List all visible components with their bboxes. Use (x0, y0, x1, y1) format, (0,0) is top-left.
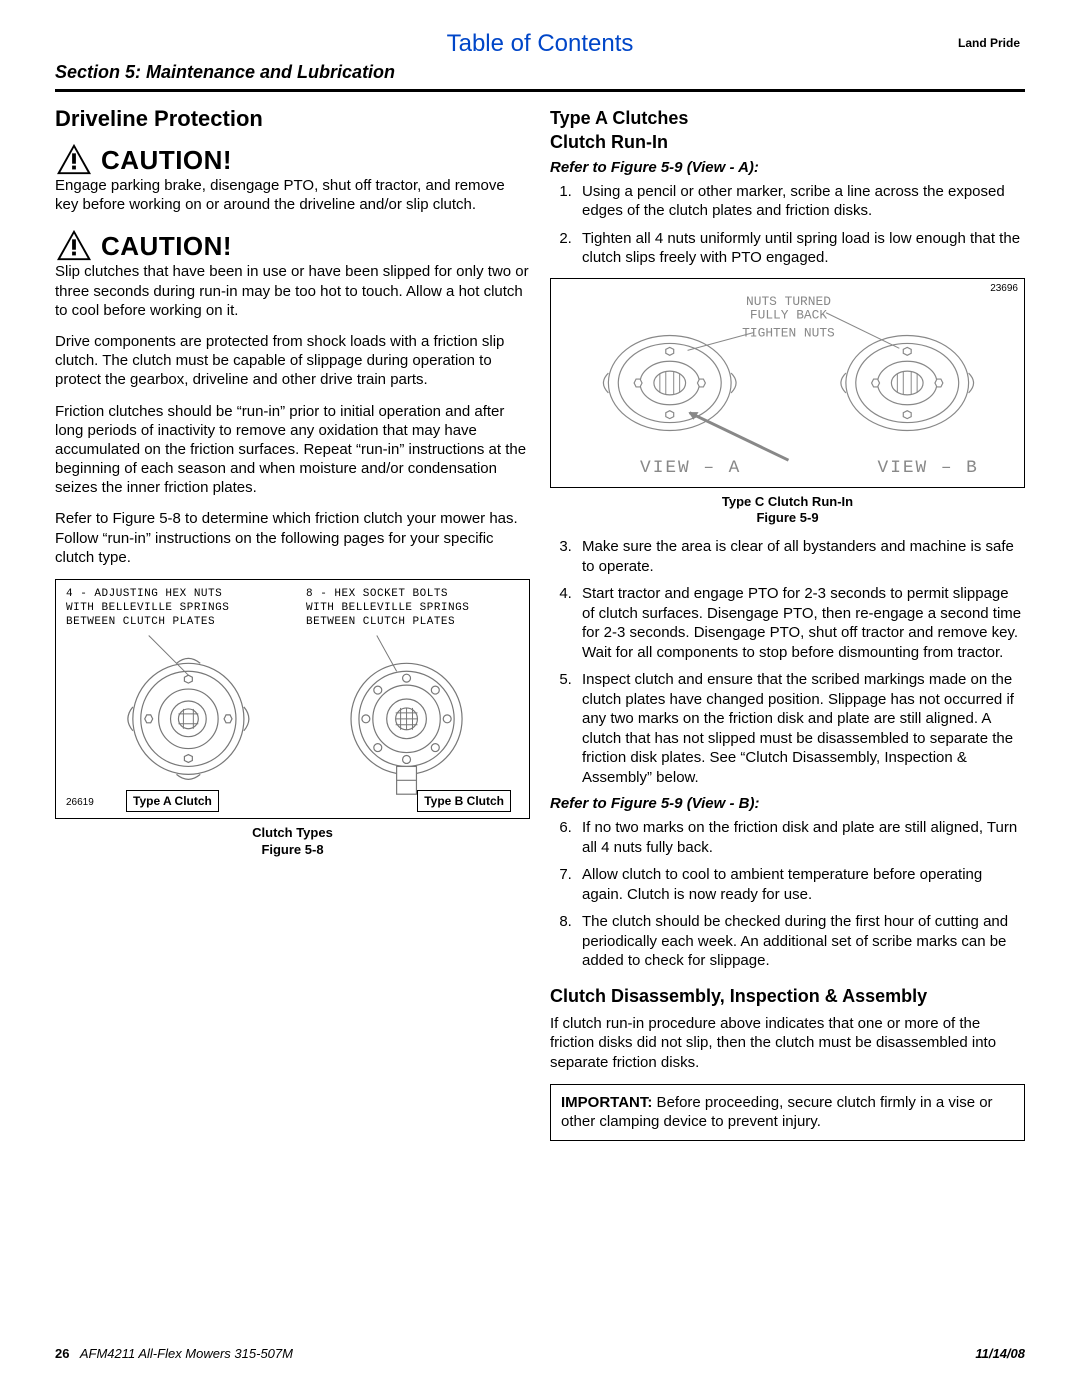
fig58-note-right: 8 - HEX SOCKET BOLTS WITH BELLEVILLE SPR… (306, 588, 469, 629)
two-column-layout: Driveline Protection CAUTION! Engage par… (55, 106, 1025, 1141)
para-disassembly: If clutch run-in procedure above indicat… (550, 1014, 1025, 1072)
header-rule (55, 89, 1025, 92)
fig59-caption-l1: Type C Clutch Run-In (722, 494, 853, 509)
caution-label: CAUTION! (101, 231, 232, 262)
fig59-annot1-l1: NUTS TURNED (746, 293, 831, 308)
caution-1-header: CAUTION! (55, 142, 530, 176)
fig59-diagram: NUTS TURNED FULLY BACK TIGHTEN NUTS (551, 279, 1024, 487)
page-footer: 26 AFM4211 All-Flex Mowers 315-507M 11/1… (55, 1346, 1025, 1361)
caution-1-text: Engage parking brake, disengage PTO, shu… (55, 176, 530, 214)
toc-link[interactable]: Table of Contents (55, 30, 1025, 58)
step-6: If no two marks on the friction disk and… (576, 818, 1025, 857)
fig58-note-left: 4 - ADJUSTING HEX NUTS WITH BELLEVILLE S… (66, 588, 229, 629)
steps-list-c: If no two marks on the friction disk and… (550, 818, 1025, 971)
clutch-runin-heading: Clutch Run-In (550, 130, 1025, 154)
driveline-heading: Driveline Protection (55, 106, 530, 132)
step-4: Start tractor and engage PTO for 2-3 sec… (576, 584, 1025, 662)
refer-view-a: Refer to Figure 5-9 (View - A): (550, 159, 1025, 176)
fig58-label-a: Type A Clutch (126, 790, 219, 812)
caution-2-header: CAUTION! (55, 228, 530, 262)
para-drive-components: Drive components are protected from shoc… (55, 332, 530, 390)
figure-5-9: 23696 NUTS TURNED FULLY BACK TIGHTEN NUT… (550, 278, 1025, 488)
fig59-annot1-l2: FULLY BACK (750, 307, 827, 322)
fig59-id: 23696 (990, 283, 1018, 294)
caution-label: CAUTION! (101, 145, 232, 176)
disassembly-heading: Clutch Disassembly, Inspection & Assembl… (550, 985, 1025, 1008)
steps-list-b: Make sure the area is clear of all bysta… (550, 537, 1025, 787)
step-7: Allow clutch to cool to ambient temperat… (576, 865, 1025, 904)
warning-icon (55, 142, 93, 176)
fig59-annot2: TIGHTEN NUTS (742, 325, 835, 340)
brand-label: Land Pride (958, 36, 1020, 50)
step-1: Using a pencil or other marker, scribe a… (576, 182, 1025, 221)
doc-id: AFM4211 All-Flex Mowers 315-507M (80, 1346, 293, 1361)
fig59-caption-l2: Figure 5-9 (756, 510, 818, 525)
section-header: Section 5: Maintenance and Lubrication (55, 62, 1025, 83)
footer-left: 26 AFM4211 All-Flex Mowers 315-507M (55, 1346, 293, 1361)
fig59-caption: Type C Clutch Run-In Figure 5-9 (550, 494, 1025, 528)
step-5: Inspect clutch and ensure that the scrib… (576, 670, 1025, 787)
step-3: Make sure the area is clear of all bysta… (576, 537, 1025, 576)
step-8: The clutch should be checked during the … (576, 912, 1025, 971)
figure-5-8: 4 - ADJUSTING HEX NUTS WITH BELLEVILLE S… (55, 579, 530, 819)
fig58-label-b: Type B Clutch (417, 790, 511, 812)
important-label: IMPORTANT: (561, 1094, 652, 1111)
warning-icon (55, 228, 93, 262)
fig59-view-a-label: VIEW – A (640, 458, 741, 478)
fig58-caption-l2: Figure 5-8 (261, 842, 323, 857)
fig59-view-b-label: VIEW – B (878, 458, 979, 478)
refer-view-b: Refer to Figure 5-9 (View - B): (550, 795, 1025, 812)
para-friction-runin: Friction clutches should be “run-in” pri… (55, 402, 530, 498)
right-column: Type A Clutches Clutch Run-In Refer to F… (550, 106, 1025, 1141)
type-a-heading: Type A Clutches (550, 106, 1025, 130)
caution-2-text: Slip clutches that have been in use or h… (55, 262, 530, 320)
fig58-caption-l1: Clutch Types (252, 825, 333, 840)
fig58-id: 26619 (66, 797, 94, 808)
left-column: Driveline Protection CAUTION! Engage par… (55, 106, 530, 1141)
page-number: 26 (55, 1346, 69, 1361)
para-refer-fig58: Refer to Figure 5-8 to determine which f… (55, 509, 530, 567)
fig58-caption: Clutch Types Figure 5-8 (55, 825, 530, 859)
important-box: IMPORTANT: Before proceeding, secure clu… (550, 1084, 1025, 1141)
footer-date: 11/14/08 (975, 1346, 1025, 1361)
step-2: Tighten all 4 nuts uniformly until sprin… (576, 229, 1025, 268)
steps-list-a: Using a pencil or other marker, scribe a… (550, 182, 1025, 268)
